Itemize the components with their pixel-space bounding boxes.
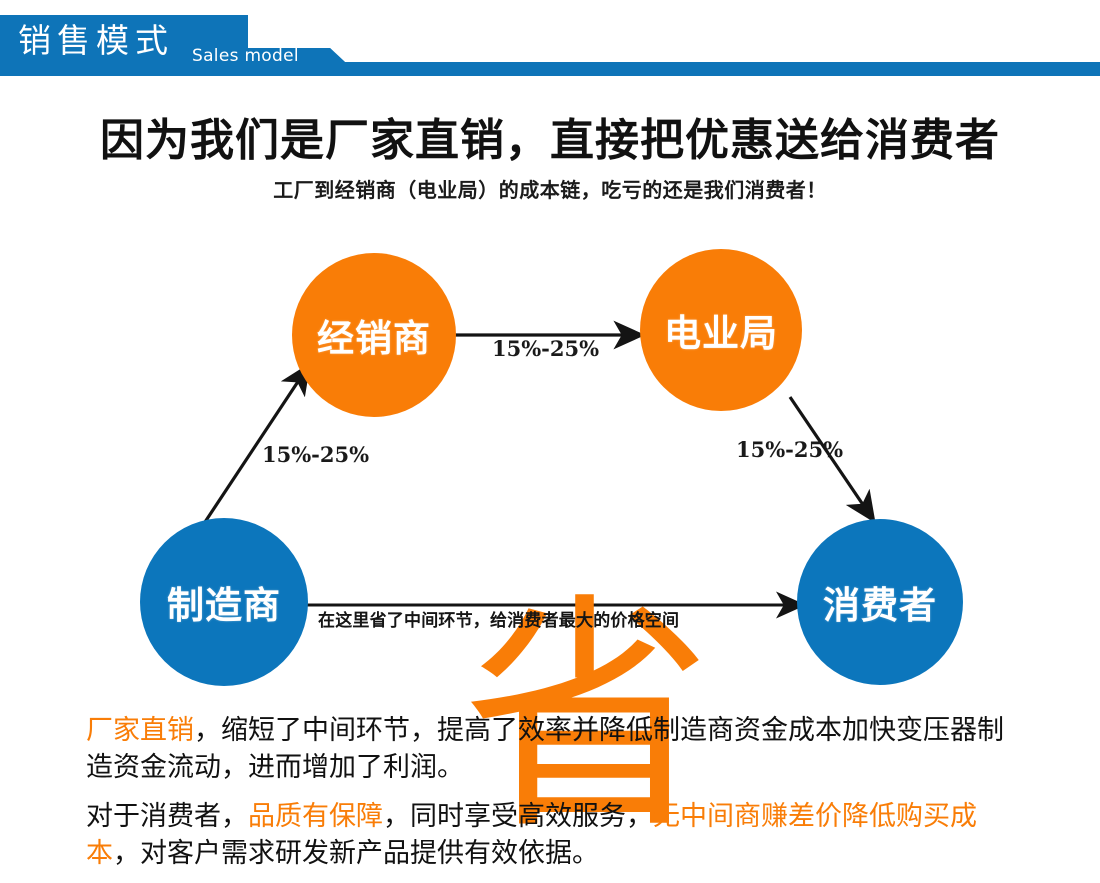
copy-paragraph-1: 厂家直销，缩短了中间环节，提高了效率并降低制造商资金成本加快变压器制造资金流动，…	[86, 712, 1026, 786]
copy-paragraph-2: 对于消费者，品质有保障，同时享受高效服务，无中间商赚差价降低购买成本，对客户需求…	[86, 798, 1026, 872]
copy-highlight-quality: 品质有保障	[248, 801, 383, 832]
edge-label-maker-dealer: 15%-25%	[262, 442, 370, 467]
node-dealer[interactable]: 经销商	[292, 253, 456, 417]
diagram-arrows	[203, 320, 876, 619]
copy-p2-c: ，对客户需求研发新产品提供有效依据。	[113, 838, 599, 869]
edge-label-bureau-consumer: 15%-25%	[736, 437, 844, 462]
copy-p2-b: ，同时享受高效服务，	[383, 801, 653, 832]
edge-label-maker-consumer: 在这里省了中间环节，给消费者最大的价格空间	[318, 611, 680, 631]
banner-shape	[0, 15, 1100, 76]
banner-title-en: Sales model	[192, 46, 299, 66]
banner-title-cn: 销售模式	[18, 21, 174, 60]
savings-watermark-char: 省	[462, 572, 712, 863]
edge-label-dealer-bureau: 15%-25%	[492, 336, 600, 361]
supply-chain-diagram: 省 经销商 电业局 制造商 消费者 15%-25% 15%-25% 15%-25…	[0, 215, 1100, 843]
node-consumer[interactable]: 消费者	[797, 519, 963, 685]
node-bureau[interactable]: 电业局	[640, 249, 802, 411]
copy-highlight-no-middleman: 无中间商赚差价降低购买成本	[86, 801, 977, 869]
bottom-copy: 厂家直销，缩短了中间环节，提高了效率并降低制造商资金成本加快变压器制造资金流动，…	[86, 712, 1026, 872]
arrow-bureau-consumer	[788, 396, 876, 524]
page-title: 因为我们是厂家直销，直接把优惠送给消费者	[100, 115, 1000, 166]
page-subtitle: 工厂到经销商（电业局）的成本链，吃亏的还是我们消费者！	[273, 178, 827, 202]
copy-p1-rest: ，缩短了中间环节，提高了效率并降低制造商资金成本加快变压器制造资金流动，进而增加…	[86, 715, 1004, 783]
copy-highlight-direct-sales: 厂家直销	[86, 715, 194, 746]
arrow-maker-dealer	[203, 362, 311, 523]
copy-p2-a: 对于消费者，	[86, 801, 248, 832]
header-banner: 销售模式 Sales model	[0, 0, 1100, 90]
node-maker[interactable]: 制造商	[140, 518, 308, 686]
